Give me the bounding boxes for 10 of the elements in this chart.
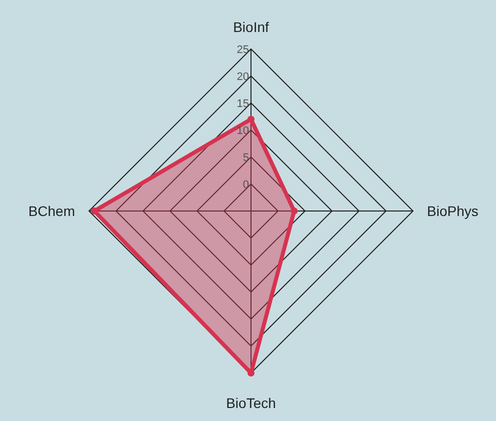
y-tick-label: 25: [236, 44, 249, 56]
y-tick-label: 20: [236, 71, 249, 83]
spoke-label: BioInf: [233, 19, 270, 35]
y-tick-label: 5: [242, 152, 249, 164]
spoke-label: BChem: [28, 203, 75, 219]
spoke-label: BioTech: [226, 395, 276, 411]
y-tick-label: 10: [236, 125, 249, 137]
y-tick-label: 15: [236, 98, 249, 110]
spoke-label: BioPhys: [427, 203, 478, 219]
y-tick-label: 0: [242, 179, 249, 191]
